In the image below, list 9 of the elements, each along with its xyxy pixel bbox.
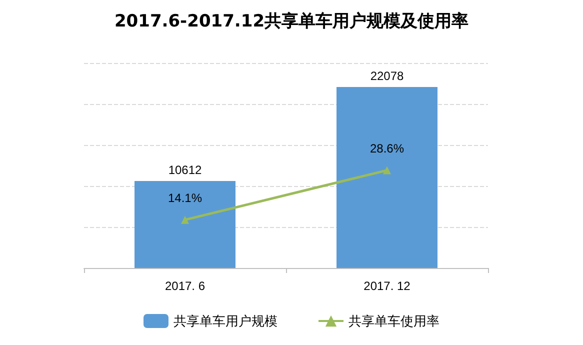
data-label: 14.1% <box>168 190 202 205</box>
data-label: 10612 <box>168 162 202 177</box>
data-label: 28.6% <box>370 141 404 156</box>
legend-label: 共享单车用户规模 <box>174 314 278 328</box>
x-tick-label: 2017. 6 <box>164 279 206 293</box>
chart-title: 2017.6-2017.12共享单车用户规模及使用率 <box>114 12 469 32</box>
legend-label: 共享单车使用率 <box>348 314 440 328</box>
x-tick-label: 2017. 12 <box>364 279 411 293</box>
data-label: 22078 <box>370 68 404 83</box>
